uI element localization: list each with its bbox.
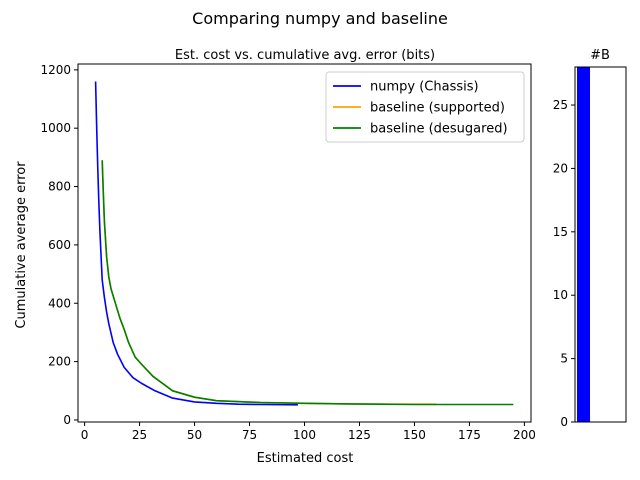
side-y-ticks: 0 5 10 15 20 25 bbox=[553, 98, 575, 429]
y-tick-label: 1200 bbox=[40, 63, 71, 77]
side-chart-title: #B bbox=[590, 48, 610, 63]
side-chart: #B 0 5 10 15 20 25 bbox=[553, 48, 627, 429]
x-tick-label: 125 bbox=[348, 428, 371, 442]
x-tick-label: 200 bbox=[513, 428, 536, 442]
side-y-tick-label: 15 bbox=[553, 225, 568, 239]
y-tick-label: 1000 bbox=[40, 121, 71, 135]
x-tick-label: 100 bbox=[293, 428, 316, 442]
side-y-tick-label: 10 bbox=[553, 288, 568, 302]
side-y-tick-label: 25 bbox=[553, 98, 568, 112]
legend: numpy (Chassis) baseline (supported) basel… bbox=[325, 71, 525, 143]
x-tick-label: 50 bbox=[187, 428, 202, 442]
side-plot-frame bbox=[574, 66, 627, 423]
x-tick-label: 150 bbox=[403, 428, 426, 442]
x-tick-label: 25 bbox=[132, 428, 147, 442]
x-tick-label: 175 bbox=[458, 428, 481, 442]
main-chart: Est. cost vs. cumulative avg. error (bit… bbox=[14, 48, 536, 466]
series-line-1 bbox=[101, 160, 437, 406]
x-tick-label: 0 bbox=[81, 428, 89, 442]
series-group bbox=[94, 81, 514, 406]
y-tick-label: 400 bbox=[48, 296, 71, 310]
y-tick-label: 800 bbox=[48, 180, 71, 194]
legend-label: baseline (desugared) bbox=[370, 122, 508, 137]
side-bar bbox=[577, 67, 590, 422]
side-y-tick-label: 0 bbox=[560, 415, 568, 429]
legend-label: numpy (Chassis) bbox=[370, 80, 479, 95]
x-tick-label: 75 bbox=[242, 428, 257, 442]
y-axis-label: Cumulative average error bbox=[14, 161, 29, 329]
main-chart-title: Est. cost vs. cumulative avg. error (bit… bbox=[175, 48, 435, 63]
legend-label: baseline (supported) bbox=[370, 101, 505, 116]
legend-box bbox=[325, 71, 525, 143]
x-ticks: 0 25 50 75 100 125 150 175 200 bbox=[81, 422, 536, 442]
series-line-2 bbox=[101, 160, 514, 406]
y-tick-label: 200 bbox=[48, 355, 71, 369]
x-axis-label: Estimated cost bbox=[257, 451, 354, 466]
figure-title: Comparing numpy and baseline bbox=[192, 9, 448, 28]
series-line-0 bbox=[94, 81, 298, 406]
y-tick-label: 600 bbox=[48, 238, 71, 252]
main-plot-frame bbox=[77, 63, 532, 423]
y-tick-label: 0 bbox=[63, 413, 71, 427]
y-ticks: 0 200 400 600 800 1000 1200 bbox=[40, 63, 78, 427]
side-y-tick-label: 20 bbox=[553, 161, 568, 175]
side-y-tick-label: 5 bbox=[560, 352, 568, 366]
